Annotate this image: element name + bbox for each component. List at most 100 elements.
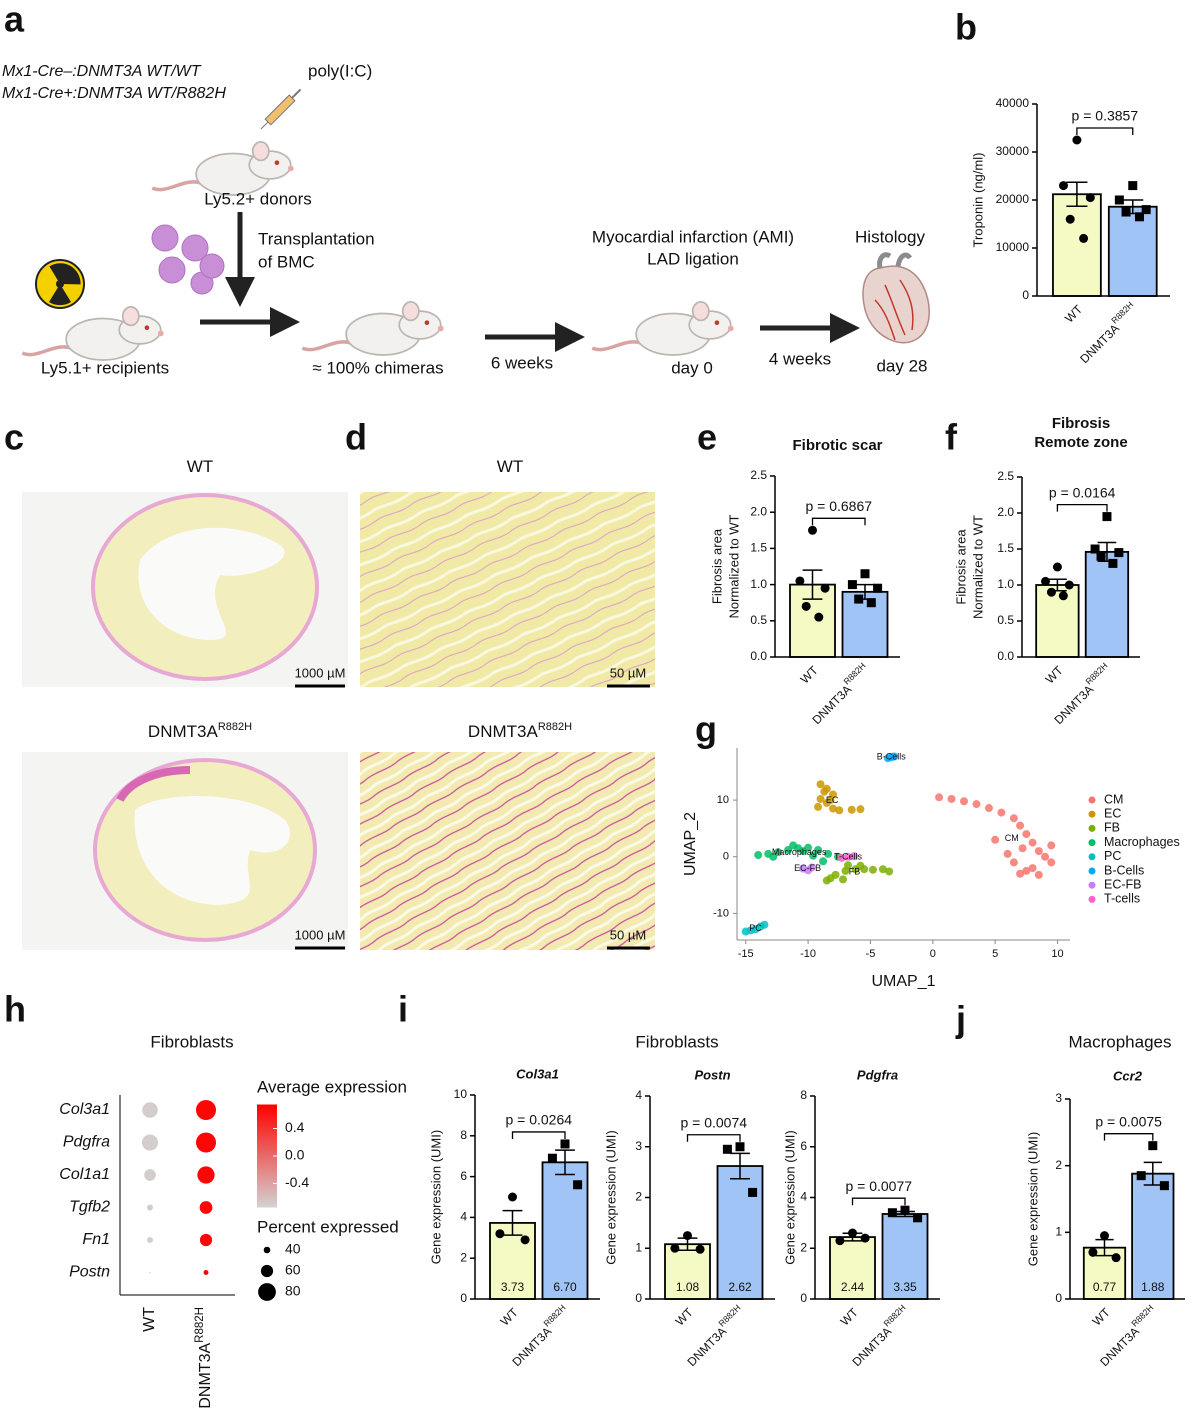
data-point (844, 861, 852, 870)
panel-header: Macrophages (1068, 1032, 1171, 1051)
data-point (868, 865, 877, 874)
data-point (1141, 205, 1151, 215)
heart-cavity (134, 796, 291, 905)
category-label-text: WT (798, 663, 822, 687)
dot (141, 1134, 159, 1151)
y-axis-label: Gene expression (UMI) (1025, 1132, 1040, 1266)
chart-title: Col3a1 (516, 1066, 559, 1081)
y-tick-label: 1.0 (750, 577, 767, 591)
legend-label: EC-FB (1104, 877, 1142, 891)
category-label-superscript: R882H (842, 661, 868, 687)
x-tick-label: -10 (800, 948, 816, 960)
y-tick-label: 0 (460, 1291, 467, 1305)
group-label: DNMT3AR882H (194, 1307, 214, 1409)
recipient-mouse (20, 305, 166, 362)
day-label: day 28 (876, 356, 927, 375)
data-point (748, 1187, 758, 1197)
data-point (1016, 869, 1025, 878)
data-point (837, 853, 846, 862)
data-point (814, 612, 824, 622)
x-axis-label: UMAP_1 (871, 973, 935, 990)
color-bar (257, 1104, 277, 1208)
chimera-mouse (300, 300, 446, 357)
heart-cavity (138, 527, 285, 640)
y-tick-label: 0 (723, 851, 729, 863)
y-tick-label: 0.5 (997, 613, 1014, 627)
data-point (547, 1153, 557, 1163)
category-label-text: WT (673, 1305, 697, 1329)
cluster-label: FB (849, 866, 861, 876)
x-tick-label: 0 (930, 948, 936, 960)
y-tick-label: 2 (460, 1250, 467, 1264)
data-point (735, 1142, 745, 1152)
dot (197, 1166, 215, 1184)
data-point (1111, 1253, 1121, 1263)
data-point (890, 752, 899, 761)
panel-label: j (955, 999, 966, 1040)
gene-label: Pdgfra (63, 1134, 110, 1151)
data-point (560, 1139, 570, 1149)
category-label-text: DNMT3A (810, 682, 855, 727)
bone-marrow-cells (151, 224, 225, 295)
category-label-text: DNMT3A (685, 1324, 730, 1369)
x-tick-label: 5 (992, 948, 998, 960)
chart-title: Ccr2 (1113, 1068, 1143, 1083)
bar (1084, 550, 1130, 658)
legend-label: EC (1104, 806, 1121, 820)
data-point (816, 780, 825, 789)
image-title-text: DNMT3A (148, 722, 219, 741)
data-point (1108, 558, 1118, 568)
y-tick-label: 2.5 (997, 469, 1014, 483)
data-point (814, 802, 823, 811)
bar (841, 590, 889, 658)
chimera-label: ≈ 100% chimeras (312, 358, 443, 377)
data-point (860, 569, 870, 579)
error-bar (555, 1149, 575, 1176)
data-point (1009, 814, 1018, 823)
schematic: Mx1-Cre–:DNMT3A WT/WT Mx1-Cre+:DNMT3A WT… (2, 61, 930, 377)
value-label: 1.08 (676, 1280, 700, 1294)
data-point (1085, 193, 1095, 203)
data-point (789, 841, 798, 850)
y-axis-label: Fibrosis area (953, 529, 968, 605)
data-point (1114, 548, 1124, 558)
legend-label: T-cells (1104, 892, 1140, 906)
data-point (835, 806, 844, 815)
y-tick-label: 2.0 (997, 505, 1014, 519)
data-point (1052, 562, 1062, 572)
panel-label: b (955, 7, 977, 48)
bar (664, 1243, 711, 1300)
data-point (835, 1236, 845, 1246)
data-point (885, 867, 894, 876)
category-label: WT (1062, 302, 1086, 326)
data-point (887, 1208, 897, 1218)
color-tick-label: 0.4 (285, 1119, 305, 1135)
legend-title: Percent expressed (257, 1217, 399, 1236)
legend-swatch (1088, 810, 1096, 818)
error-bar (502, 1209, 523, 1236)
category-label-text: DNMT3A (1052, 682, 1097, 727)
y-tick-label: -10 (713, 907, 729, 919)
data-point (1088, 1247, 1098, 1257)
y-tick-label: 0.0 (750, 649, 767, 663)
data-point (807, 863, 816, 872)
data-point (848, 1228, 857, 1238)
y-tick-label: 2 (800, 1240, 807, 1254)
significance-bracket (811, 517, 866, 526)
data-point (1121, 207, 1131, 217)
y-tick-label: 0.0 (997, 649, 1014, 663)
y-tick-label: 10 (717, 794, 729, 806)
panel-label: d (345, 417, 367, 458)
y-tick-label: 0 (635, 1291, 642, 1305)
image-title: WT (497, 457, 523, 476)
category-label-superscript: R882H (1084, 661, 1110, 687)
panel-label: c (4, 417, 24, 458)
y-tick-label: 8 (800, 1088, 807, 1102)
chart-title: Fibrosis (1052, 415, 1110, 432)
data-point (1058, 181, 1068, 191)
data-point (935, 793, 944, 802)
data-point (1159, 1181, 1169, 1191)
legend-label: CM (1104, 792, 1123, 806)
data-point (814, 845, 823, 854)
chart-title: Fibroblasts (150, 1032, 233, 1051)
